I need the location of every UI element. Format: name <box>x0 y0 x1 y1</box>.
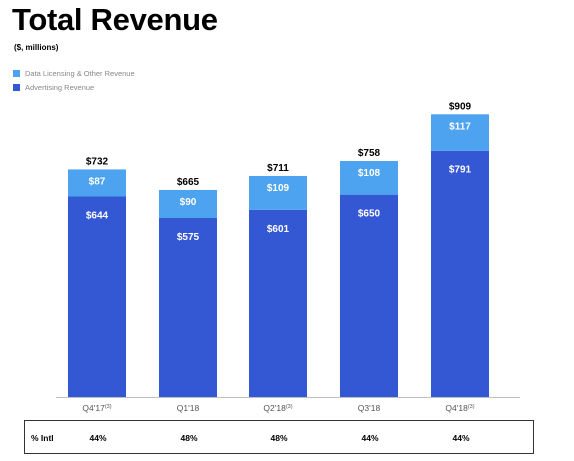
chart-legend: Data Licensing & Other Revenue Advertisi… <box>13 66 135 94</box>
legend-swatch-data-licensing <box>13 69 20 77</box>
intl-value: 44% <box>361 433 379 443</box>
data-label-data-licensing: $117 <box>449 121 471 132</box>
intl-percentage-row: % Intl 44% 48% 48% 44% 44% <box>24 420 534 454</box>
data-label-data-licensing: $90 <box>180 197 197 208</box>
bar-data-licensing <box>340 161 398 195</box>
data-label-advertising: $601 <box>267 224 290 235</box>
intl-value: 44% <box>452 433 470 443</box>
data-label-total: $711 <box>267 163 289 174</box>
x-tick-label: Q2'18(3) <box>263 403 292 413</box>
page-subtitle: ($, millions) <box>14 43 59 52</box>
intl-value: 48% <box>180 433 198 443</box>
legend-item-advertising: Advertising Revenue <box>13 80 135 94</box>
data-label-data-licensing: $109 <box>267 183 290 194</box>
bar-data-licensing <box>159 189 217 218</box>
data-label-total: $732 <box>86 156 109 167</box>
legend-swatch-advertising <box>13 83 20 91</box>
page-title: Total Revenue <box>12 2 218 37</box>
bar-advertising <box>159 217 217 397</box>
x-tick-label: Q4'17(3) <box>82 403 111 413</box>
bar-advertising <box>340 194 398 397</box>
intl-value: 48% <box>270 433 288 443</box>
x-tick-label: Q4'18(3) <box>445 403 474 413</box>
data-label-total: $909 <box>449 101 472 112</box>
intl-row-label: % Intl <box>31 433 54 443</box>
revenue-chart: $644 $87 $732 Q4'17(3) $575 $90 $665 Q1'18 $601 $… <box>56 101 520 413</box>
intl-value: 44% <box>89 433 107 443</box>
data-label-data-licensing: $87 <box>89 176 106 187</box>
data-label-advertising: $575 <box>177 232 200 243</box>
data-label-total: $758 <box>358 148 381 159</box>
bar-data-licensing <box>431 114 489 151</box>
bar-data-licensing <box>68 169 126 197</box>
x-tick-label: Q3'18 <box>358 403 381 413</box>
bar-data-licensing <box>249 175 307 210</box>
data-label-advertising: $650 <box>358 209 381 220</box>
bar-advertising <box>68 196 126 397</box>
legend-label-advertising: Advertising Revenue <box>25 82 95 92</box>
legend-item-data-licensing: Data Licensing & Other Revenue <box>13 66 135 80</box>
data-label-data-licensing: $108 <box>358 168 381 179</box>
data-label-advertising: $644 <box>86 211 109 222</box>
bar-advertising <box>249 209 307 397</box>
x-tick-label: Q1'18 <box>177 403 200 413</box>
data-label-advertising: $791 <box>449 165 472 176</box>
legend-label-data-licensing: Data Licensing & Other Revenue <box>25 68 135 78</box>
bar-advertising <box>431 150 489 397</box>
data-label-total: $665 <box>177 177 200 188</box>
